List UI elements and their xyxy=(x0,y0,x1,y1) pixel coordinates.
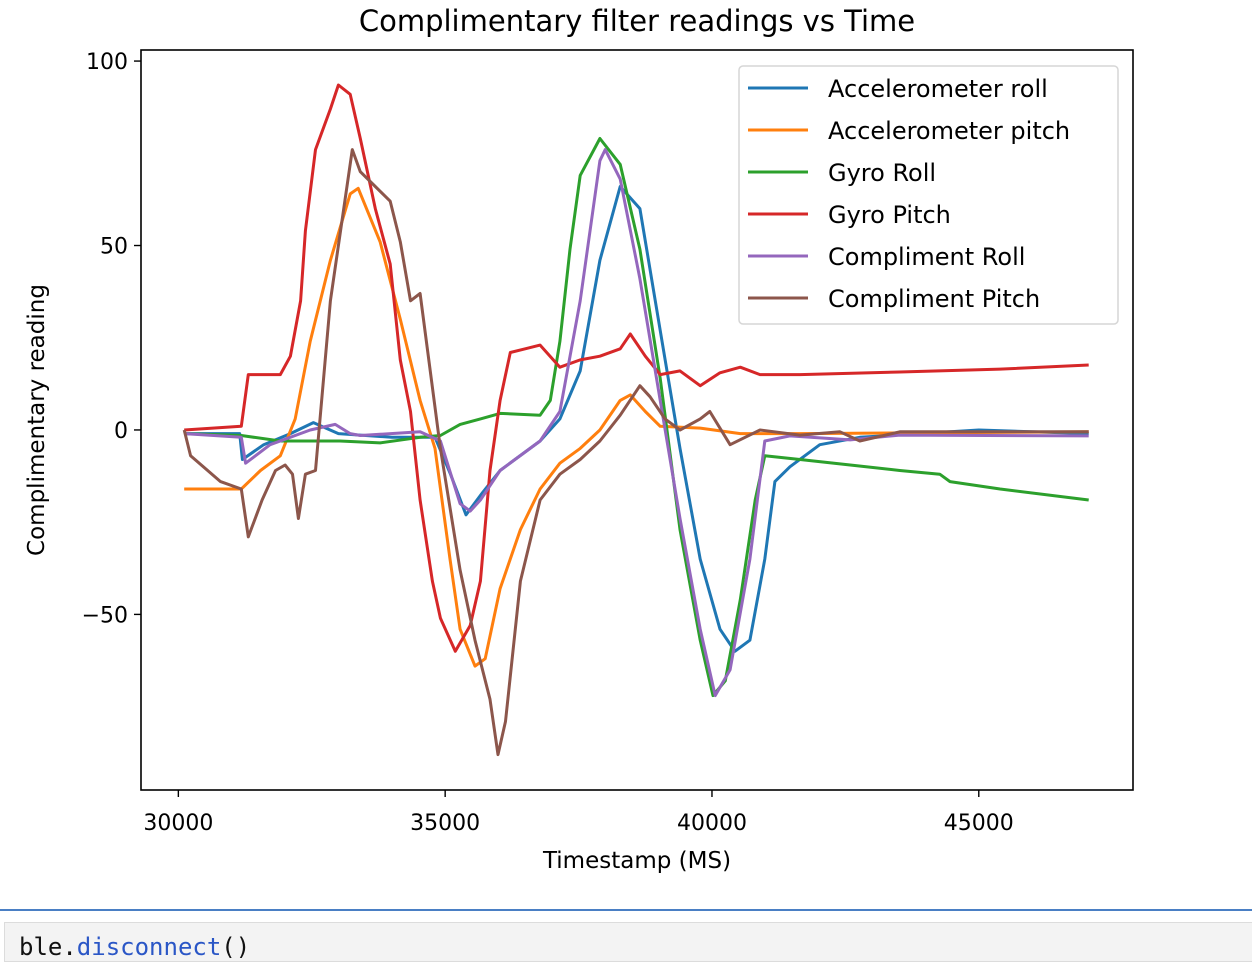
code-text[interactable]: ble.disconnect() xyxy=(19,933,250,961)
y-tick-label: 100 xyxy=(86,50,128,75)
code-cell[interactable]: ble.disconnect() xyxy=(4,922,1252,962)
y-axis: −50 0 50 100 xyxy=(82,50,141,628)
y-axis-label: Complimentary reading xyxy=(24,284,50,556)
plot-frame xyxy=(140,49,1134,791)
series-line-accelerometer-pitch xyxy=(184,186,1089,668)
legend-label: Compliment Roll xyxy=(828,243,1025,271)
code-parens: () xyxy=(221,933,251,961)
chart-title: Complimentary filter readings vs Time xyxy=(359,4,915,38)
y-tick-label: 50 xyxy=(100,235,128,260)
legend-label: Gyro Pitch xyxy=(828,201,951,229)
series-line-gyro-roll xyxy=(184,137,1089,698)
line-chart: Complimentary filter readings vs Time 30… xyxy=(24,4,1134,874)
legend-box xyxy=(738,65,1119,325)
legend-label: Gyro Roll xyxy=(828,159,936,187)
series-line-gyro-pitch xyxy=(184,83,1089,653)
series-line-compliment-roll xyxy=(184,148,1089,698)
code-function: disconnect xyxy=(76,933,222,961)
series-line-compliment-pitch xyxy=(182,148,1089,757)
legend-label: Accelerometer pitch xyxy=(828,117,1070,145)
legend: Accelerometer roll Accelerometer pitch Gyr… xyxy=(738,65,1119,325)
series-layer xyxy=(182,83,1089,757)
x-tick-label: 30000 xyxy=(143,811,213,836)
legend-label: Accelerometer roll xyxy=(828,75,1048,103)
x-axis: 30000 35000 40000 45000 xyxy=(143,790,1014,836)
code-object: ble. xyxy=(19,933,77,961)
y-tick-label: 0 xyxy=(114,419,128,444)
x-tick-label: 45000 xyxy=(944,811,1014,836)
x-tick-label: 35000 xyxy=(410,811,480,836)
x-tick-label: 40000 xyxy=(677,811,747,836)
legend-label: Compliment Pitch xyxy=(828,285,1040,313)
cell-selection-line xyxy=(0,909,1252,911)
x-axis-label: Timestamp (MS) xyxy=(542,848,731,874)
y-tick-label: −50 xyxy=(82,603,128,628)
